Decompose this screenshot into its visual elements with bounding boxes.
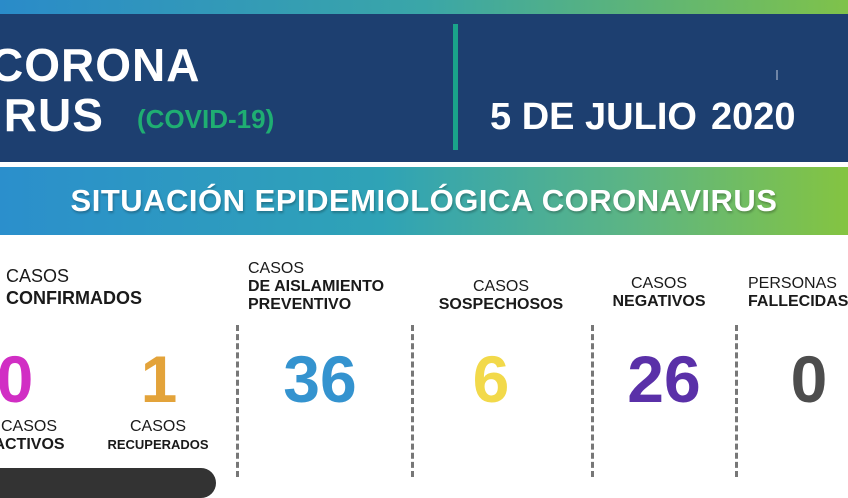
activos-label-line1: CASOS	[0, 418, 57, 435]
confirmados-label: CASOS CONFIRMADOS	[6, 265, 142, 309]
bottom-pill	[0, 468, 216, 498]
sospechosos-value: 6	[472, 342, 510, 416]
fallecidas-value: 0	[790, 342, 828, 416]
recuperados-value: 1	[140, 342, 178, 416]
confirmados-label-line1: CASOS	[6, 266, 70, 286]
fallecidas-label-line2: FALLECIDAS	[748, 293, 848, 310]
header-panel: CORONA IRUS (COVID-19) 5 DE JULIO 2020	[0, 14, 848, 162]
activos-value: 0	[0, 342, 34, 416]
header-separator	[0, 162, 848, 167]
recuperados-label-line2: RECUPERADOS	[107, 437, 209, 452]
header-divider	[453, 24, 458, 150]
activos-label: CASOS ACTIVOS	[0, 418, 78, 454]
date-day-month: 5 DE JULIO	[490, 96, 697, 138]
aislamiento-value: 36	[283, 342, 357, 416]
negativos-value: 26	[627, 342, 701, 416]
date-year: 2020	[710, 96, 796, 138]
aislamiento-label: CASOS DE AISLAMIENTO PREVENTIVO	[248, 260, 384, 314]
divider-3	[591, 325, 594, 477]
negativos-label-line2: NEGATIVOS	[612, 293, 706, 310]
divider-1	[236, 325, 239, 477]
recuperados-label-line1: CASOS	[129, 418, 186, 435]
report-date: 5 DE JULIO 2020	[490, 96, 796, 139]
negativos-label: CASOS NEGATIVOS	[600, 275, 718, 311]
activos-label-line2: ACTIVOS	[0, 436, 65, 453]
title-line1: CORONA	[0, 39, 201, 91]
fallecidas-label-line1: PERSONAS	[748, 275, 837, 292]
header-mark	[776, 70, 778, 80]
sospechosos-label: CASOS SOSPECHOSOS	[425, 278, 577, 314]
negativos-label-line1: CASOS	[630, 275, 687, 292]
title-line2: IRUS	[0, 89, 104, 141]
fallecidas-label: PERSONAS FALLECIDAS	[748, 275, 848, 311]
aislamiento-label-line3: PREVENTIVO	[248, 296, 352, 313]
confirmados-label-line2: CONFIRMADOS	[6, 288, 142, 308]
aislamiento-label-line2: DE AISLAMIENTO	[248, 278, 385, 295]
covid-subtitle: (COVID-19)	[137, 104, 275, 134]
section-banner: SITUACIÓN EPIDEMIOLÓGICA CORONAVIRUS	[0, 167, 848, 235]
top-gradient-strip	[0, 0, 848, 14]
sospechosos-label-line1: CASOS	[472, 278, 529, 295]
sospechosos-label-line2: SOSPECHOSOS	[438, 296, 564, 313]
aislamiento-label-line1: CASOS	[248, 260, 305, 277]
divider-4	[735, 325, 738, 477]
banner-title: SITUACIÓN EPIDEMIOLÓGICA CORONAVIRUS	[70, 183, 778, 218]
recuperados-label: CASOS RECUPERADOS	[94, 418, 222, 454]
divider-2	[411, 325, 414, 477]
